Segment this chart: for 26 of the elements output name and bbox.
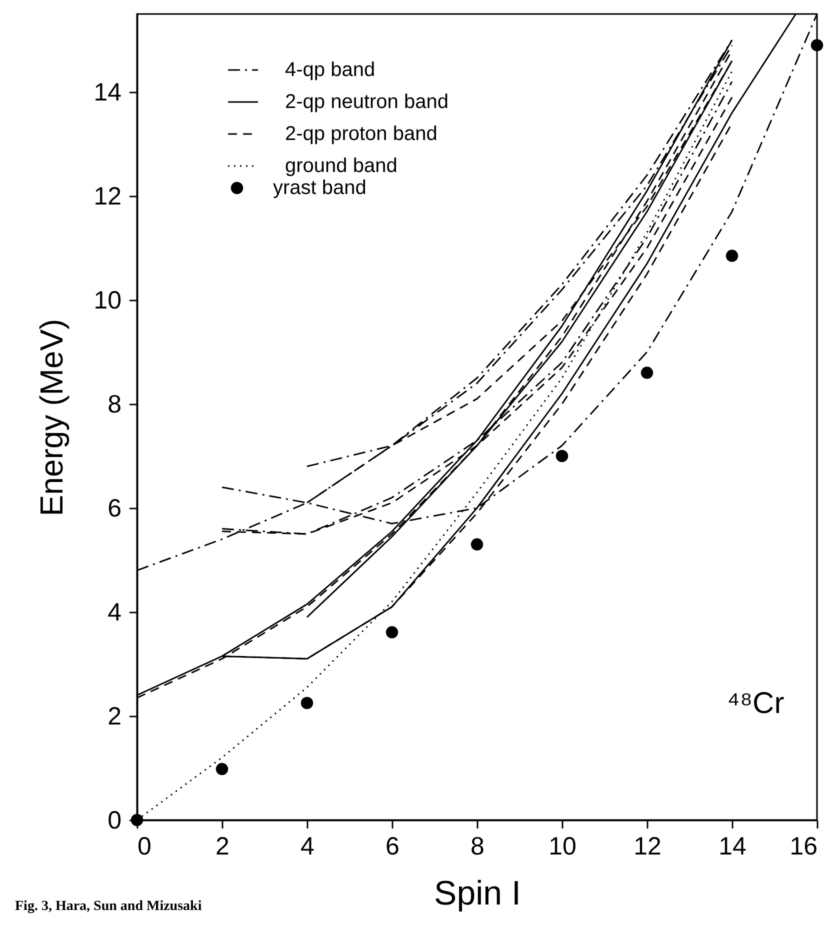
- y-tick-label: 2: [108, 702, 122, 730]
- legend-label: 2-qp proton band: [285, 123, 438, 145]
- annotation: ⁴⁸Cr: [727, 687, 784, 720]
- x-tick-label: 16: [790, 832, 818, 860]
- x-tick-label: 2: [216, 832, 230, 860]
- y-tick-label: 0: [108, 806, 122, 834]
- y-tick-label: 6: [108, 494, 122, 522]
- caption: Fig. 3, Hara, Sun and Mizusaki: [15, 899, 202, 914]
- x-tick-label: 4: [300, 832, 315, 860]
- x-tick-label: 14: [718, 832, 746, 860]
- y-tick-label: 8: [108, 390, 122, 418]
- x-tick-label: 10: [548, 832, 576, 860]
- y-tick-label: 12: [94, 182, 122, 210]
- legend-label: 2-qp neutron band: [285, 91, 448, 113]
- y-axis-title: Energy (MeV): [34, 318, 70, 516]
- x-tick-label: 6: [386, 832, 400, 860]
- legend-label: ground band: [285, 155, 398, 177]
- y-tick-label: 10: [94, 286, 122, 314]
- x-tick-label: 12: [634, 832, 662, 860]
- y-tick-label: 14: [94, 78, 122, 106]
- x-axis-title: Spin I: [434, 874, 521, 912]
- y-tick-label: 4: [108, 598, 122, 626]
- legend-label: 4-qp band: [285, 59, 376, 81]
- x-tick-label: 0: [138, 832, 152, 860]
- legend-label: yrast band: [273, 177, 366, 199]
- x-tick-label: 8: [470, 832, 484, 860]
